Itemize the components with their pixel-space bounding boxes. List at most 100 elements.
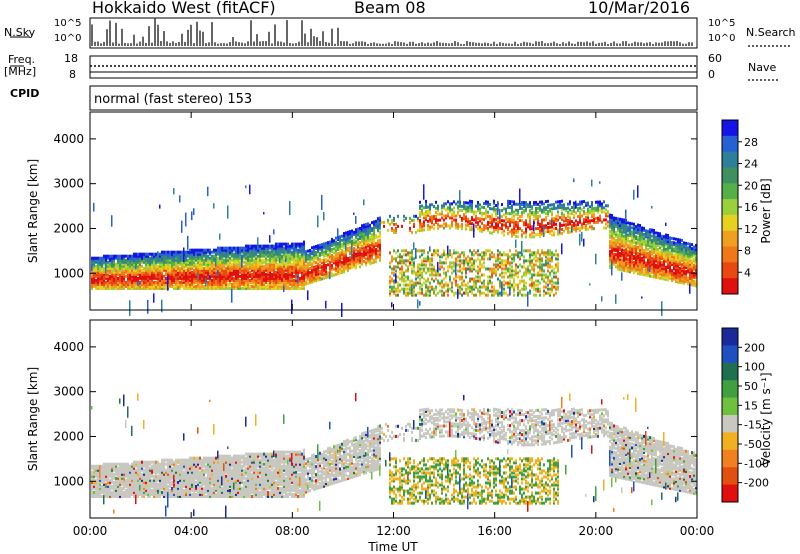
echo-cell <box>281 254 283 258</box>
echo-cell <box>205 264 207 268</box>
echo-cell <box>211 282 213 286</box>
echo-cell <box>505 281 507 285</box>
echo-cell <box>495 263 497 267</box>
echo-cell <box>429 225 431 229</box>
echo-cell <box>455 218 457 222</box>
echo-cell <box>259 244 261 248</box>
echo-cell <box>433 215 435 219</box>
echo-cell <box>213 260 215 264</box>
echo-cell <box>623 248 625 252</box>
echo-cell <box>609 229 611 233</box>
echo-cell <box>99 280 101 284</box>
echo-cell <box>391 255 393 259</box>
echo-cell <box>127 276 129 280</box>
echo-cell <box>211 270 213 274</box>
echo-cell <box>477 200 479 204</box>
echo-cell <box>187 252 189 256</box>
echo-cell <box>179 254 181 258</box>
echo-cell <box>389 261 391 265</box>
echo-cell <box>195 274 197 278</box>
echo-cell <box>333 239 335 243</box>
echo-cell <box>349 256 351 260</box>
echo-cell <box>201 286 203 290</box>
echo-cell <box>181 270 183 274</box>
echo-cell <box>185 270 187 274</box>
freq-nave-panel <box>10 55 778 81</box>
echo-cell <box>129 284 131 288</box>
echo-cell <box>467 217 469 221</box>
echo-cell <box>479 259 481 263</box>
echo-cell <box>133 264 135 268</box>
echo-cell <box>291 262 293 266</box>
echo-cell <box>207 264 209 268</box>
echo-cell <box>207 186 209 197</box>
echo-cell <box>519 215 521 219</box>
echo-cell <box>91 270 93 274</box>
echo-cell <box>461 287 463 291</box>
echo-cell <box>119 282 121 286</box>
echo-cell <box>329 240 331 244</box>
echo-cell <box>247 244 249 248</box>
echo-cell <box>289 244 291 248</box>
echo-cell <box>583 210 585 214</box>
echo-cell <box>177 262 179 266</box>
echo-cell <box>109 274 111 278</box>
echo-cell <box>429 267 431 271</box>
echo-cell <box>201 282 203 286</box>
echo-cell <box>181 280 183 284</box>
echo-cell <box>427 267 429 271</box>
echo-cell <box>149 268 151 272</box>
echo-cell <box>423 212 425 216</box>
echo-cell <box>501 259 503 263</box>
echo-cell <box>147 272 149 276</box>
echo-cell <box>109 266 111 270</box>
echo-cell <box>495 289 497 293</box>
echo-cell <box>95 282 97 286</box>
echo-cell <box>447 245 449 255</box>
echo-cell <box>181 260 183 264</box>
echo-cell <box>169 280 171 284</box>
echo-cell <box>201 280 203 284</box>
echo-cell <box>503 275 505 279</box>
echo-cell <box>475 251 477 255</box>
echo-cell <box>93 266 95 270</box>
echo-cell <box>157 272 159 276</box>
echo-cell <box>395 251 397 255</box>
echo-cell <box>555 249 557 253</box>
echo-cell <box>581 222 583 226</box>
echo-cell <box>191 282 193 286</box>
echo-cell <box>155 268 157 272</box>
echo-cell <box>185 268 187 272</box>
echo-cell <box>113 254 115 258</box>
echo-cell <box>379 230 381 234</box>
echo-cell <box>473 218 475 222</box>
echo-cell <box>535 206 537 210</box>
cpid-label: CPID <box>10 87 40 100</box>
echo-cell <box>119 254 121 258</box>
echo-cell <box>507 211 509 215</box>
echo-cell <box>595 200 597 204</box>
echo-cell <box>209 268 211 272</box>
echo-cell <box>337 242 339 246</box>
echo-cell <box>203 252 205 256</box>
echo-cell <box>145 276 147 280</box>
echo-cell <box>205 250 207 254</box>
echo-cell <box>113 264 115 268</box>
echo-cell <box>605 222 607 226</box>
echo-cell <box>163 286 165 290</box>
echo-cell <box>179 250 181 254</box>
echo-cell <box>439 273 441 277</box>
echo-cell <box>475 259 477 263</box>
echo-cell <box>215 282 217 286</box>
echo-cell <box>409 251 411 255</box>
echo-cell <box>167 264 169 268</box>
echo-cell <box>211 272 213 276</box>
echo-cell <box>205 268 207 272</box>
echo-cell <box>339 251 341 255</box>
echo-cell <box>411 285 413 295</box>
echo-cell <box>481 263 483 267</box>
echo-cell <box>355 216 357 224</box>
echo-cell <box>169 252 171 256</box>
echo-cell <box>555 281 557 285</box>
echo-cell <box>107 274 109 278</box>
